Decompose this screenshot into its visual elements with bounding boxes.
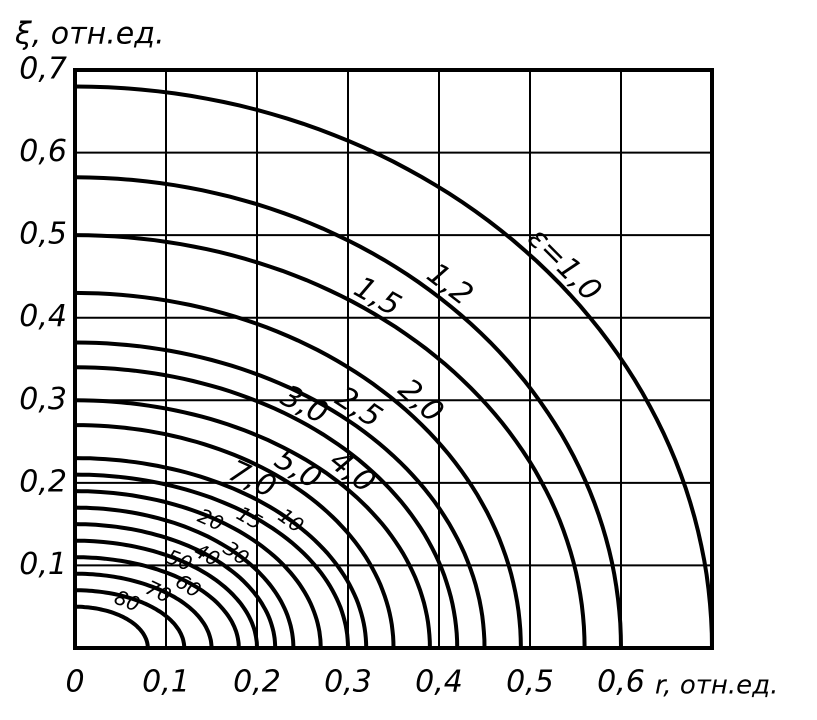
- y-tick-label: 0,2: [19, 464, 67, 499]
- curve-label: 2,0: [391, 372, 450, 430]
- contour-line: [74, 290, 523, 649]
- contour-line: [74, 456, 369, 649]
- curve-label: 4,0: [323, 443, 382, 500]
- curve-label: 1,5: [348, 270, 407, 324]
- contour-line: [74, 472, 350, 649]
- y-tick-label: 0,3: [19, 382, 67, 417]
- x-axis-label: r, отн.ед.: [655, 671, 778, 701]
- y-tick-label: 0,7: [19, 52, 67, 87]
- x-tick-label: 0,2: [233, 665, 281, 700]
- curve-label: 1,2: [420, 256, 479, 313]
- y-tick-label: 0,1: [19, 547, 67, 582]
- contour-line: [74, 505, 296, 649]
- contour-line: [74, 175, 623, 649]
- x-tick-label: 0,4: [415, 665, 463, 700]
- y-tick-label: 0,6: [19, 134, 67, 169]
- contour-line: [74, 365, 460, 649]
- curve-label: 7,0: [223, 454, 281, 506]
- contour-line: [75, 555, 241, 649]
- contour-line: [75, 538, 259, 649]
- y-axis-label: ξ, отн.ед.: [14, 17, 165, 52]
- curve-label: 5,0: [268, 442, 327, 497]
- contour-line: [75, 571, 214, 648]
- contour-line: [74, 340, 487, 649]
- y-tick-label: 0,4: [19, 299, 67, 334]
- x-tick-label: 0: [65, 665, 84, 700]
- x-tick-label: 0,1: [142, 665, 190, 700]
- x-tick-label: 0,5: [506, 665, 554, 700]
- x-tick-label: 0,6: [597, 665, 645, 700]
- contour-line: [75, 588, 187, 648]
- contour-line: [75, 423, 396, 649]
- contour-line: [74, 398, 432, 649]
- contour-line: [74, 84, 714, 649]
- curve-label: ε=1,0: [520, 221, 608, 309]
- contour-line: [74, 489, 323, 649]
- contour-line: [74, 522, 278, 649]
- contour-line: [75, 604, 150, 648]
- y-tick-label: 0,5: [19, 217, 67, 252]
- contour-line: [74, 233, 587, 649]
- x-tick-label: 0,3: [324, 665, 372, 700]
